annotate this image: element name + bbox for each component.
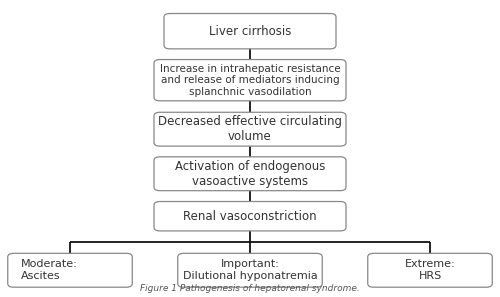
- FancyBboxPatch shape: [368, 253, 492, 287]
- Text: Figure 1 Pathogenesis of hepatorenal syndrome.: Figure 1 Pathogenesis of hepatorenal syn…: [140, 285, 360, 293]
- Text: Extreme:
HRS: Extreme: HRS: [404, 260, 456, 281]
- FancyBboxPatch shape: [154, 157, 346, 191]
- FancyBboxPatch shape: [154, 112, 346, 146]
- Text: Activation of endogenous
vasoactive systems: Activation of endogenous vasoactive syst…: [175, 160, 325, 188]
- Text: Renal vasoconstriction: Renal vasoconstriction: [183, 210, 317, 223]
- Text: Liver cirrhosis: Liver cirrhosis: [209, 25, 291, 38]
- FancyBboxPatch shape: [164, 14, 336, 49]
- FancyBboxPatch shape: [154, 59, 346, 101]
- FancyBboxPatch shape: [154, 201, 346, 231]
- Text: Moderate:
Ascites: Moderate: Ascites: [22, 260, 78, 281]
- FancyBboxPatch shape: [178, 253, 322, 287]
- FancyBboxPatch shape: [8, 253, 132, 287]
- Text: Important:
Dilutional hyponatremia: Important: Dilutional hyponatremia: [182, 260, 318, 281]
- Text: Increase in intrahepatic resistance
and release of mediators inducing
splanchnic: Increase in intrahepatic resistance and …: [160, 64, 340, 97]
- Text: Decreased effective circulating
volume: Decreased effective circulating volume: [158, 115, 342, 143]
